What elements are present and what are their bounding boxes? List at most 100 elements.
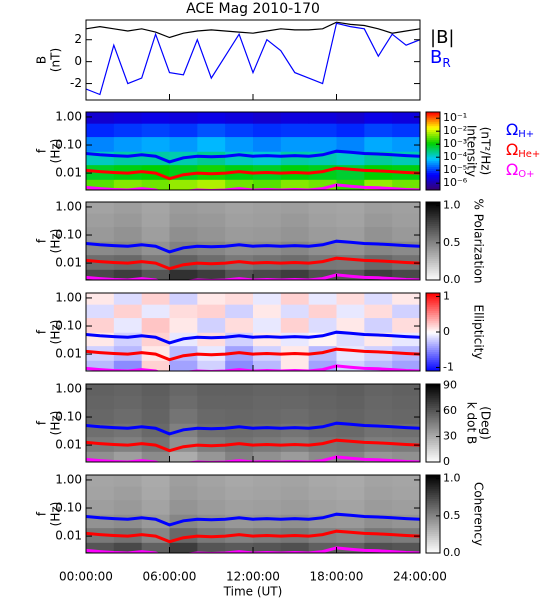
- x-tick-label: 12:00:00: [226, 570, 280, 584]
- spectrogram-cell: [336, 451, 365, 462]
- colorbar-step: [426, 335, 440, 339]
- colorbar-step: [426, 170, 440, 173]
- spectrogram-cell: [280, 269, 310, 280]
- colorbar-step: [426, 397, 440, 401]
- colorbar-step: [426, 215, 440, 219]
- colorbar-step: [426, 324, 440, 327]
- spectrogram-cell: [280, 123, 310, 138]
- spectrogram-cell: [336, 423, 365, 438]
- spectrogram-cell: [336, 304, 365, 319]
- colorbar-step: [426, 162, 440, 166]
- colorbar-step: [426, 156, 440, 160]
- colorbar-step: [426, 490, 440, 494]
- colorbar-step: [426, 266, 440, 269]
- spectrogram-cell: [169, 293, 198, 305]
- colorbar-step: [426, 294, 440, 298]
- spectrogram-cell: [280, 202, 310, 214]
- spectrogram-cell: [280, 486, 310, 501]
- spectrogram-cell: [392, 408, 420, 424]
- plot-area: [86, 293, 420, 371]
- spectrogram-cell: [280, 317, 310, 333]
- colorbar-tick-label: 0: [443, 455, 450, 468]
- colorbar-step: [426, 320, 440, 323]
- colorbar-label: (nT²/Hz): [479, 127, 493, 175]
- spectrogram-cell: [280, 423, 310, 438]
- spectrogram-cell: [113, 151, 143, 166]
- spectrogram-cell: [141, 304, 170, 319]
- y-axis-label: (Hz): [49, 229, 63, 254]
- colorbar-step: [426, 248, 440, 252]
- spectrogram-cell: [225, 293, 254, 305]
- colorbar-tick-label: 60: [443, 404, 457, 417]
- colorbar-frame: [425, 201, 441, 281]
- spectrogram-cell: [141, 384, 170, 396]
- legend-name: Ω: [506, 160, 518, 179]
- colorbar-step: [426, 361, 440, 364]
- colorbar-label: Intensity: [465, 125, 479, 177]
- colorbar-step: [426, 135, 440, 138]
- colorbar-step: [426, 547, 440, 550]
- colorbar-step: [426, 424, 440, 428]
- spectrogram-cell: [364, 486, 393, 501]
- spectrogram-cell: [280, 475, 310, 487]
- series-line: [86, 529, 420, 544]
- spectrogram-cell: [197, 269, 226, 280]
- spectrogram-cell: [141, 486, 170, 501]
- spectrogram-cell: [141, 395, 170, 410]
- spectrogram-cell: [141, 269, 170, 280]
- spectrogram-cell: [225, 179, 254, 190]
- y-axis-label: (nT): [49, 48, 63, 72]
- spectrogram-cell: [225, 384, 254, 396]
- x-tick-label: 18:00:00: [310, 570, 364, 584]
- y-axis-label: (Hz): [49, 139, 63, 164]
- spectrogram-cell: [86, 408, 115, 424]
- spectrogram-cell: [364, 123, 393, 138]
- spectrogram-cell: [141, 514, 170, 529]
- colorbar-step: [426, 219, 440, 222]
- spectrogram-cell: [364, 408, 393, 424]
- series-line: [86, 512, 420, 527]
- spectrogram-cell: [141, 317, 170, 333]
- colorbar-tick-label: 0: [443, 325, 450, 338]
- spectrogram-cell: [141, 451, 170, 462]
- colorbar-step: [426, 419, 440, 422]
- spectrogram-cell: [392, 395, 420, 410]
- y-axis-label: f: [35, 329, 49, 334]
- spectrogram-cell: [392, 226, 420, 242]
- spectrogram-cell: [197, 542, 226, 553]
- colorbar-step: [426, 119, 440, 123]
- plot-area: [86, 475, 420, 553]
- spectrogram-cell: [86, 304, 115, 319]
- colorbar-step: [426, 302, 440, 306]
- colorbar-step: [426, 227, 440, 230]
- colorbar-step: [426, 326, 440, 329]
- colorbar-label: (Deg): [479, 406, 493, 440]
- spectrogram-cell: [113, 136, 143, 152]
- spectrogram-cell: [336, 332, 365, 347]
- axes-frame: [85, 19, 421, 101]
- spectrogram-cell: [253, 269, 282, 280]
- colorbar-step: [426, 276, 440, 279]
- colorbar-step: [426, 488, 440, 492]
- colorbar-step: [426, 308, 440, 312]
- spectrogram-cell: [392, 112, 420, 124]
- spectrogram-cell: [392, 514, 420, 529]
- colorbar-step: [426, 176, 440, 179]
- spectrogram-cell: [225, 213, 254, 228]
- colorbar-step: [426, 539, 440, 542]
- series-line: [86, 347, 420, 362]
- colorbar-tick-label: 30: [443, 430, 457, 443]
- colorbar-step: [426, 205, 440, 209]
- colorbar-tick-label: 1.0: [443, 199, 461, 212]
- colorbar-step: [426, 141, 440, 144]
- y-axis-label: f: [35, 238, 49, 243]
- colorbar-step: [426, 512, 440, 515]
- colorbar-tick-label: 10⁻³: [443, 137, 467, 150]
- spectrogram-cell: [197, 395, 226, 410]
- spectrogram-cell: [253, 112, 282, 124]
- y-tick-label: 0.01: [55, 438, 82, 452]
- spectrogram-cell: [86, 136, 115, 152]
- spectrogram-cell: [169, 360, 198, 371]
- colorbar-step: [426, 133, 440, 136]
